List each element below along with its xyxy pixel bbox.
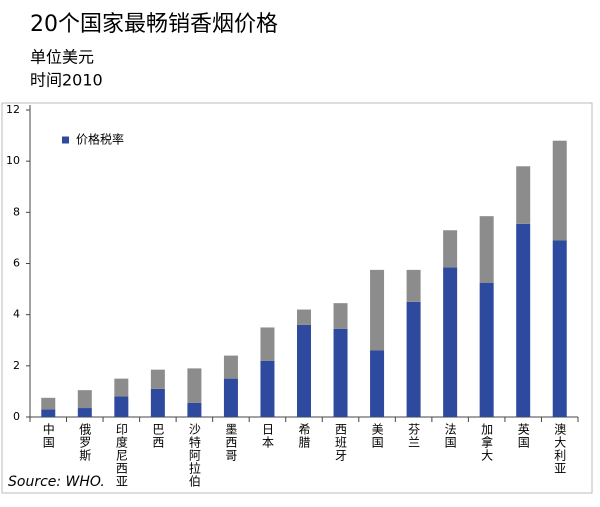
bar-segment [443, 267, 458, 417]
bar-segment [150, 369, 165, 389]
x-tick-label: 芬兰 [407, 423, 421, 449]
x-tick-label: 中国 [41, 422, 55, 449]
bar-segment [552, 140, 567, 241]
y-tick-label: 8 [13, 205, 20, 218]
bar-segment [443, 230, 458, 268]
x-tick-label: 希腊 [297, 422, 311, 449]
bar-segment [187, 368, 202, 403]
x-tick-label: 墨西哥 [224, 423, 238, 462]
bar-segment [260, 360, 275, 417]
x-tick-label: 日本 [260, 423, 274, 449]
bar-segment [479, 282, 494, 417]
legend-label: 价格税率 [76, 132, 124, 147]
y-tick-label: 6 [13, 257, 20, 270]
x-tick-label: 法国 [443, 423, 457, 449]
chart-title: 20个国家最畅销香烟价格 [30, 12, 278, 37]
bar-segment [552, 240, 567, 417]
bar-segment [41, 409, 56, 417]
bar-segment [297, 309, 311, 325]
bar-segment [516, 223, 531, 417]
x-tick-label: 英国 [516, 423, 530, 449]
x-tick-label: 俄罗斯 [78, 423, 92, 462]
bar-segment [370, 269, 385, 351]
chart-note: 时间2010 [30, 71, 103, 90]
bar-segment [333, 303, 348, 329]
x-tick-label: 美国 [370, 423, 384, 449]
bar-segment [223, 378, 238, 417]
bar-segment [187, 402, 202, 417]
bar-segment [150, 388, 165, 417]
x-tick-label: 加拿大 [480, 423, 494, 462]
chart-subtitle: 单位美元 [30, 48, 94, 67]
bar-segment [370, 350, 385, 417]
bar-segment [223, 355, 238, 379]
x-tick-label: 沙特阿拉伯 [187, 423, 201, 488]
bar-segment [516, 166, 531, 224]
y-tick-label: 0 [13, 410, 20, 423]
bar-segment [41, 397, 56, 410]
source: Source: WHO. [8, 474, 105, 490]
y-tick-label: 12 [6, 103, 20, 116]
y-tick-label: 4 [13, 308, 20, 321]
x-tick-label: 西班牙 [334, 423, 348, 462]
bar-segment [260, 327, 275, 361]
x-tick-label: 印度尼西亚 [114, 423, 128, 488]
bar-segment [77, 408, 92, 417]
legend-swatch [62, 136, 69, 144]
y-tick-label: 2 [13, 359, 20, 372]
bar-segment [406, 269, 421, 302]
bar-segment [114, 396, 129, 417]
x-tick-label: 巴西 [151, 423, 165, 449]
bar-segment [479, 216, 494, 283]
bar-segment [297, 324, 311, 417]
bar-segment [406, 301, 421, 417]
bar-segment [77, 390, 92, 409]
bar-segment [333, 328, 348, 417]
chart-frame [1, 102, 593, 494]
bar-segment [114, 378, 129, 397]
x-tick-label: 澳大利亚 [553, 423, 567, 475]
y-tick-label: 10 [6, 154, 20, 167]
